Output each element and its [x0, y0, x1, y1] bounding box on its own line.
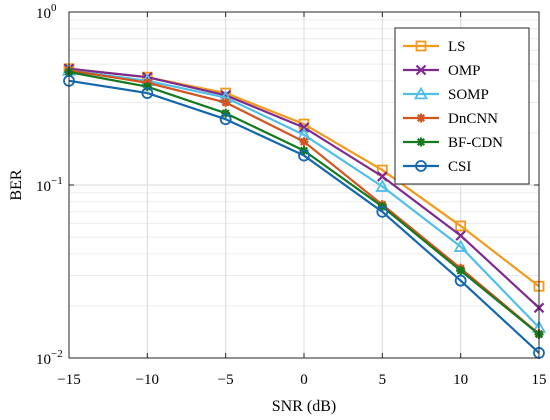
data-point-ls [455, 220, 467, 232]
x-tick-label: 10 [453, 372, 468, 388]
x-tick-label: −15 [57, 372, 80, 388]
legend-label: CSI [448, 159, 471, 175]
data-point-bf-cdn [456, 266, 466, 276]
legend-item-somp: SOMP [403, 86, 489, 103]
data-point-csi [454, 274, 467, 287]
x-tick-label: −5 [218, 372, 234, 388]
legend-label: OMP [448, 63, 481, 79]
legend-swatch-marker [415, 40, 427, 52]
legend-swatch-marker [413, 86, 429, 100]
data-point-ls [376, 164, 388, 176]
legend: LS OMP SOMP DnCNN BF-CDN CSI [394, 27, 530, 185]
data-point-bf-cdn [221, 108, 231, 118]
x-tick-label: 0 [300, 372, 308, 388]
legend-label: DnCNN [448, 111, 498, 127]
series-csi [63, 74, 545, 359]
legend-swatch-marker [416, 113, 426, 123]
y-tick-label: 10−1 [36, 175, 63, 195]
data-point-somp [375, 179, 390, 192]
legend-label: BF-CDN [448, 135, 503, 151]
legend-item-ls: LS [403, 39, 466, 55]
legend-label: SOMP [448, 87, 489, 103]
data-point-dncnn [299, 137, 309, 147]
y-axis-label: BER [8, 169, 25, 200]
legend-label: LS [448, 39, 466, 55]
data-point-somp [453, 239, 468, 252]
data-point-csi [219, 113, 232, 126]
data-point-omp [377, 171, 388, 182]
legend-item-bf-cdn: BF-CDN [403, 135, 503, 151]
legend-item-dncnn: DnCNN [403, 111, 498, 127]
series-line-csi [68, 79, 540, 354]
x-tick-label: 5 [379, 372, 387, 388]
plot-frame [68, 11, 540, 359]
legend-swatch-marker [415, 160, 427, 172]
legend-box [394, 27, 530, 185]
legend-swatch-marker [415, 64, 427, 76]
x-tick-labels: −15 −10 −5 0 5 10 15 [57, 372, 546, 388]
data-point-csi [376, 205, 389, 218]
legend-swatch-marker [416, 137, 426, 147]
x-tick-label: −10 [136, 372, 159, 388]
data-point-bf-cdn [142, 82, 152, 92]
data-point-omp [455, 230, 466, 241]
x-tick-label: 15 [532, 372, 547, 388]
data-point-csi [141, 87, 154, 99]
x-axis-label: SNR (dB) [272, 398, 336, 415]
series-layer [61, 62, 547, 359]
y-tick-label: 10−2 [36, 348, 63, 368]
legend-item-omp: OMP [403, 63, 481, 79]
data-point-dncnn [221, 97, 231, 107]
data-point-csi [298, 149, 310, 162]
y-tick-labels: 10−2 10−1 100 [36, 2, 63, 368]
legend-item-csi: CSI [403, 159, 471, 175]
y-tick-label: 100 [36, 2, 57, 22]
